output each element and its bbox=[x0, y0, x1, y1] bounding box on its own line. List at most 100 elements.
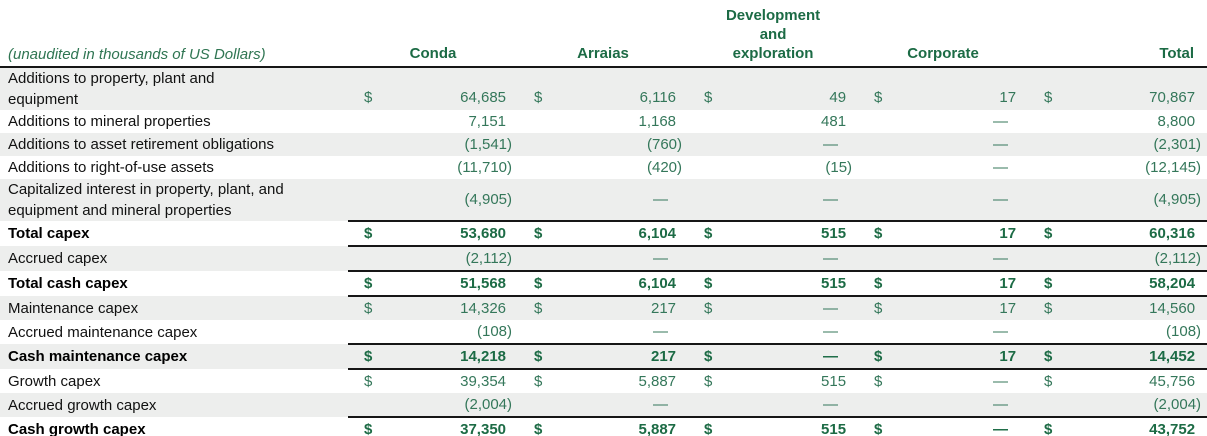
cell-value: (1,541) bbox=[392, 133, 519, 156]
dollar-sign bbox=[1028, 320, 1072, 344]
cell-value: (12,145) bbox=[1145, 159, 1202, 176]
cell-value: 45,756 bbox=[1072, 368, 1207, 393]
column-header: Total bbox=[1028, 0, 1207, 68]
dollar-sign bbox=[348, 133, 392, 156]
cell-value: 49 bbox=[732, 67, 859, 110]
cell-value: 8,800 bbox=[1157, 113, 1196, 130]
cell-value: 5,887 bbox=[562, 416, 689, 436]
dollar-sign: $ bbox=[858, 295, 903, 320]
cell-value: 217 bbox=[562, 295, 689, 320]
cell-value: — bbox=[562, 179, 689, 221]
table-row: Maintenance capex $14,326 $217 $ — $17 $14,560 bbox=[0, 295, 1207, 320]
dollar-sign: $ bbox=[858, 416, 903, 436]
cell-value: — bbox=[732, 295, 859, 320]
cell-value: 39,354 bbox=[392, 368, 519, 393]
dollar-sign bbox=[688, 179, 733, 221]
row-label: Capitalized interest in property, plant,… bbox=[0, 179, 348, 221]
dollar-sign bbox=[518, 156, 562, 179]
cell-value: (108) bbox=[476, 323, 513, 340]
dollar-sign bbox=[1028, 245, 1073, 271]
cell-value: 14,560 bbox=[1072, 295, 1207, 320]
dollar-sign: $ bbox=[348, 270, 392, 296]
cell-value: (2,301) bbox=[1072, 133, 1207, 156]
table-row: Additions to asset retirement obligation… bbox=[0, 133, 1207, 156]
dollar-sign: $ bbox=[688, 343, 733, 369]
dollar-sign bbox=[1028, 393, 1073, 417]
dollar-sign: $ bbox=[688, 220, 733, 246]
dollar-sign: $ bbox=[348, 343, 392, 369]
dollar-sign bbox=[1028, 179, 1073, 221]
dollar-sign bbox=[1028, 133, 1073, 156]
cell-value: 58,204 bbox=[1072, 270, 1207, 296]
cell-value: 515 bbox=[732, 270, 859, 296]
cell-value: — bbox=[732, 133, 859, 156]
dollar-sign bbox=[348, 393, 392, 417]
table-row: Capitalized interest in property, plant,… bbox=[0, 179, 1207, 221]
cell-value: (420) bbox=[647, 159, 683, 176]
cell-value: — bbox=[993, 113, 1009, 130]
dollar-sign bbox=[348, 245, 392, 271]
cell-value: (15) bbox=[825, 159, 853, 176]
dollar-sign: $ bbox=[348, 67, 392, 110]
column-header: Conda bbox=[348, 0, 519, 68]
table-note: (unaudited in thousands of US Dollars) bbox=[0, 0, 348, 68]
column-header: Corporate bbox=[858, 0, 1029, 68]
cell-value: 70,867 bbox=[1072, 67, 1207, 110]
dollar-sign: $ bbox=[518, 368, 563, 393]
dollar-sign bbox=[858, 245, 903, 271]
dollar-sign bbox=[858, 393, 903, 417]
row-label: Additions to property, plant and equipme… bbox=[0, 67, 348, 110]
dollar-sign: $ bbox=[858, 220, 903, 246]
row-label: Total capex bbox=[8, 225, 90, 242]
dollar-sign: $ bbox=[858, 67, 903, 110]
dollar-sign: $ bbox=[518, 295, 563, 320]
cell-value: — bbox=[732, 393, 859, 417]
cell-value: 53,680 bbox=[392, 220, 519, 246]
dollar-sign bbox=[518, 393, 563, 417]
dollar-sign bbox=[858, 179, 903, 221]
dollar-sign bbox=[688, 110, 732, 133]
dollar-sign: $ bbox=[518, 220, 563, 246]
cell-value: (108) bbox=[1166, 323, 1202, 340]
dollar-sign: $ bbox=[688, 416, 733, 436]
dollar-sign: $ bbox=[858, 368, 903, 393]
dollar-sign: $ bbox=[858, 343, 903, 369]
dollar-sign bbox=[348, 179, 392, 221]
dollar-sign bbox=[858, 320, 902, 344]
row-label: Additions to mineral properties bbox=[8, 113, 211, 130]
cell-value: 5,887 bbox=[562, 368, 689, 393]
cell-value: 14,452 bbox=[1072, 343, 1207, 369]
dollar-sign bbox=[858, 133, 903, 156]
cell-value: (2,004) bbox=[1072, 393, 1207, 417]
cell-value: — bbox=[732, 245, 859, 271]
dollar-sign bbox=[688, 320, 732, 344]
cell-value: — bbox=[993, 323, 1009, 340]
dollar-sign bbox=[1028, 156, 1072, 179]
cell-value: 17 bbox=[902, 67, 1029, 110]
dollar-sign: $ bbox=[1028, 295, 1073, 320]
cell-value: 7,151 bbox=[468, 113, 507, 130]
dollar-sign bbox=[688, 245, 733, 271]
dollar-sign bbox=[518, 133, 563, 156]
cell-value: (2,112) bbox=[392, 245, 519, 271]
dollar-sign bbox=[518, 245, 563, 271]
dollar-sign: $ bbox=[348, 368, 392, 393]
dollar-sign bbox=[348, 110, 392, 133]
dollar-sign bbox=[518, 110, 562, 133]
cell-value: 43,752 bbox=[1072, 416, 1207, 436]
dollar-sign bbox=[688, 393, 733, 417]
cell-value: (11,710) bbox=[457, 159, 513, 176]
table-row: Growth capex $39,354 $5,887 $515 $ — $45,756 bbox=[0, 368, 1207, 393]
row-label: Growth capex bbox=[8, 372, 101, 390]
column-header: Arraias bbox=[518, 0, 689, 68]
row-label: Additions to right-of-use assets bbox=[8, 159, 214, 176]
cell-value: 14,326 bbox=[392, 295, 519, 320]
row-label: Accrued capex bbox=[0, 246, 348, 271]
table-row: Cash maintenance capex $14,218 $217 $ — $17 $1… bbox=[0, 343, 1207, 369]
cell-value: 37,350 bbox=[392, 416, 519, 436]
row-label: Total cash capex bbox=[8, 275, 128, 292]
table-row: Accrued maintenance capex (108) — — — (108) bbox=[0, 320, 1207, 344]
dollar-sign: $ bbox=[518, 67, 563, 110]
cell-value: — bbox=[902, 179, 1029, 221]
